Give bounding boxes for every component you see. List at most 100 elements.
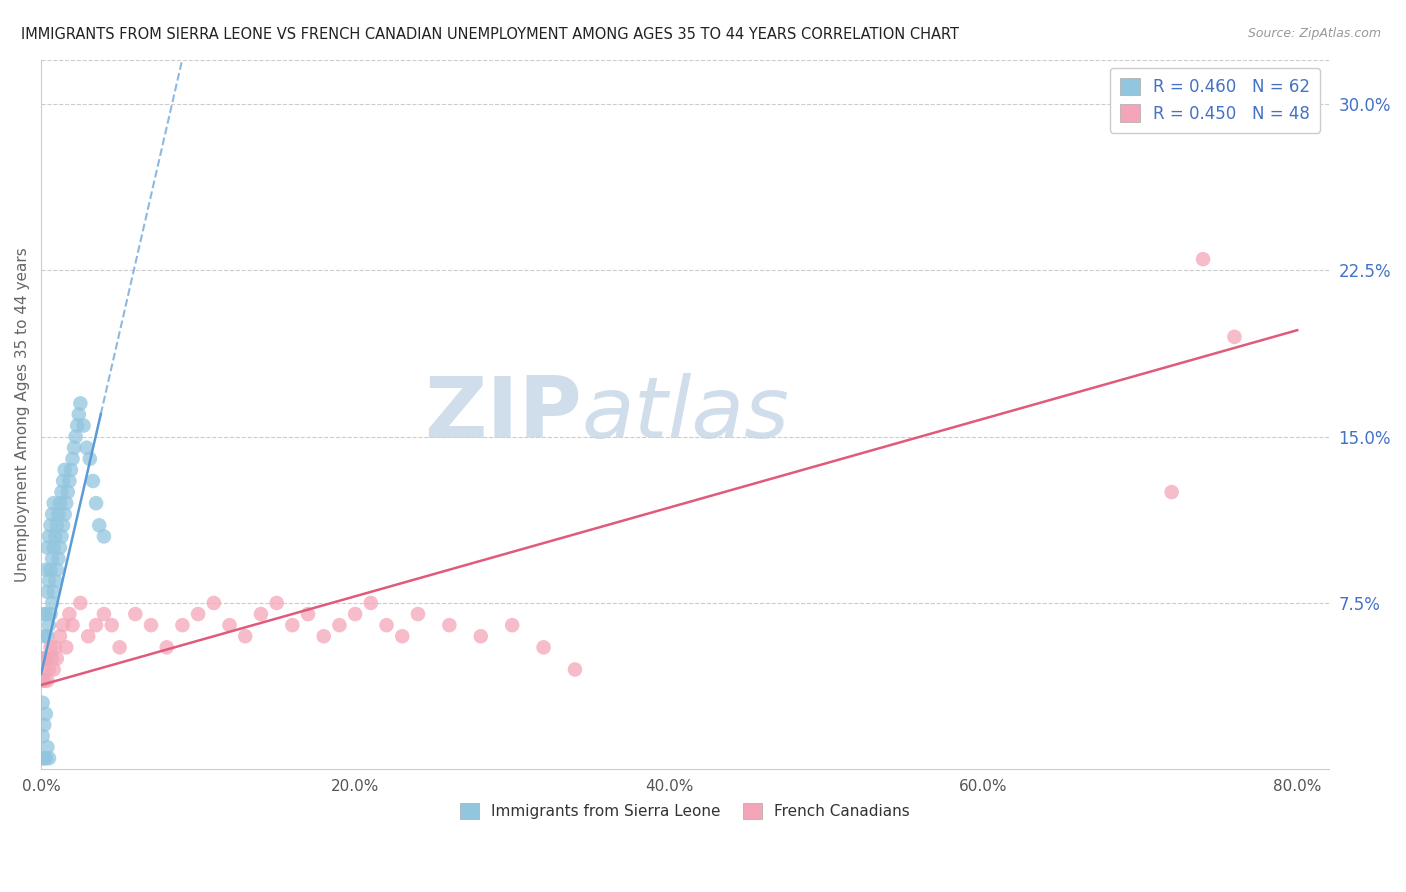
Legend: Immigrants from Sierra Leone, French Canadians: Immigrants from Sierra Leone, French Can… xyxy=(454,797,915,825)
Point xyxy=(38,529,60,543)
Point xyxy=(470,629,492,643)
Point xyxy=(108,640,131,655)
Y-axis label: Unemployment Among Ages 35 to 44 years: Unemployment Among Ages 35 to 44 years xyxy=(15,247,30,582)
Point xyxy=(93,529,115,543)
Text: IMMIGRANTS FROM SIERRA LEONE VS FRENCH CANADIAN UNEMPLOYMENT AMONG AGES 35 TO 44: IMMIGRANTS FROM SIERRA LEONE VS FRENCH C… xyxy=(21,27,959,42)
Point xyxy=(41,508,63,522)
Point xyxy=(72,418,94,433)
Point xyxy=(100,618,122,632)
Point xyxy=(38,618,60,632)
Point xyxy=(37,740,59,755)
Point xyxy=(32,663,55,677)
Point xyxy=(52,618,75,632)
Point xyxy=(35,706,58,721)
Point xyxy=(37,541,59,555)
Point xyxy=(38,574,60,588)
Point xyxy=(328,618,350,632)
Point xyxy=(32,607,55,621)
Point xyxy=(51,529,73,543)
Point xyxy=(66,418,89,433)
Point xyxy=(124,607,146,621)
Point xyxy=(69,396,91,410)
Point xyxy=(49,541,72,555)
Text: atlas: atlas xyxy=(582,373,790,456)
Point xyxy=(84,496,107,510)
Point xyxy=(53,463,76,477)
Point xyxy=(41,596,63,610)
Point xyxy=(35,751,58,765)
Point xyxy=(35,651,58,665)
Point xyxy=(39,640,62,655)
Point xyxy=(62,618,84,632)
Point xyxy=(31,651,53,665)
Point xyxy=(52,518,75,533)
Point xyxy=(42,663,65,677)
Point xyxy=(312,629,335,643)
Point xyxy=(56,485,79,500)
Point xyxy=(297,607,319,621)
Point xyxy=(63,441,86,455)
Point xyxy=(42,496,65,510)
Point xyxy=(59,463,82,477)
Point xyxy=(281,618,304,632)
Point xyxy=(35,607,58,621)
Point xyxy=(48,508,70,522)
Point xyxy=(172,618,194,632)
Point xyxy=(32,751,55,765)
Point xyxy=(31,729,53,743)
Point xyxy=(45,518,67,533)
Point xyxy=(187,607,209,621)
Point xyxy=(55,640,77,655)
Point xyxy=(1223,330,1246,344)
Point xyxy=(1192,252,1215,267)
Point xyxy=(37,585,59,599)
Point xyxy=(89,518,111,533)
Point xyxy=(564,663,586,677)
Point xyxy=(35,563,58,577)
Point xyxy=(32,718,55,732)
Point xyxy=(37,629,59,643)
Point xyxy=(84,618,107,632)
Point xyxy=(360,596,382,610)
Point xyxy=(49,629,72,643)
Point xyxy=(42,585,65,599)
Point xyxy=(69,596,91,610)
Point xyxy=(48,551,70,566)
Point xyxy=(79,451,101,466)
Point xyxy=(42,541,65,555)
Point xyxy=(406,607,429,621)
Point xyxy=(501,618,523,632)
Point xyxy=(39,563,62,577)
Point xyxy=(49,496,72,510)
Point xyxy=(77,629,100,643)
Point xyxy=(58,474,80,488)
Point xyxy=(93,607,115,621)
Point xyxy=(44,529,66,543)
Point xyxy=(51,485,73,500)
Text: ZIP: ZIP xyxy=(425,373,582,456)
Point xyxy=(156,640,179,655)
Point xyxy=(1160,485,1182,500)
Point xyxy=(344,607,367,621)
Point xyxy=(218,618,240,632)
Point xyxy=(38,751,60,765)
Point xyxy=(31,751,53,765)
Point xyxy=(139,618,162,632)
Point xyxy=(250,607,273,621)
Point xyxy=(45,563,67,577)
Point xyxy=(202,596,225,610)
Point xyxy=(32,629,55,643)
Point xyxy=(41,651,63,665)
Point xyxy=(233,629,256,643)
Point xyxy=(391,629,413,643)
Point xyxy=(55,496,77,510)
Point xyxy=(67,408,90,422)
Point xyxy=(62,451,84,466)
Point xyxy=(82,474,104,488)
Point xyxy=(32,673,55,688)
Point xyxy=(76,441,98,455)
Point xyxy=(38,663,60,677)
Point xyxy=(44,640,66,655)
Point xyxy=(31,673,53,688)
Point xyxy=(375,618,398,632)
